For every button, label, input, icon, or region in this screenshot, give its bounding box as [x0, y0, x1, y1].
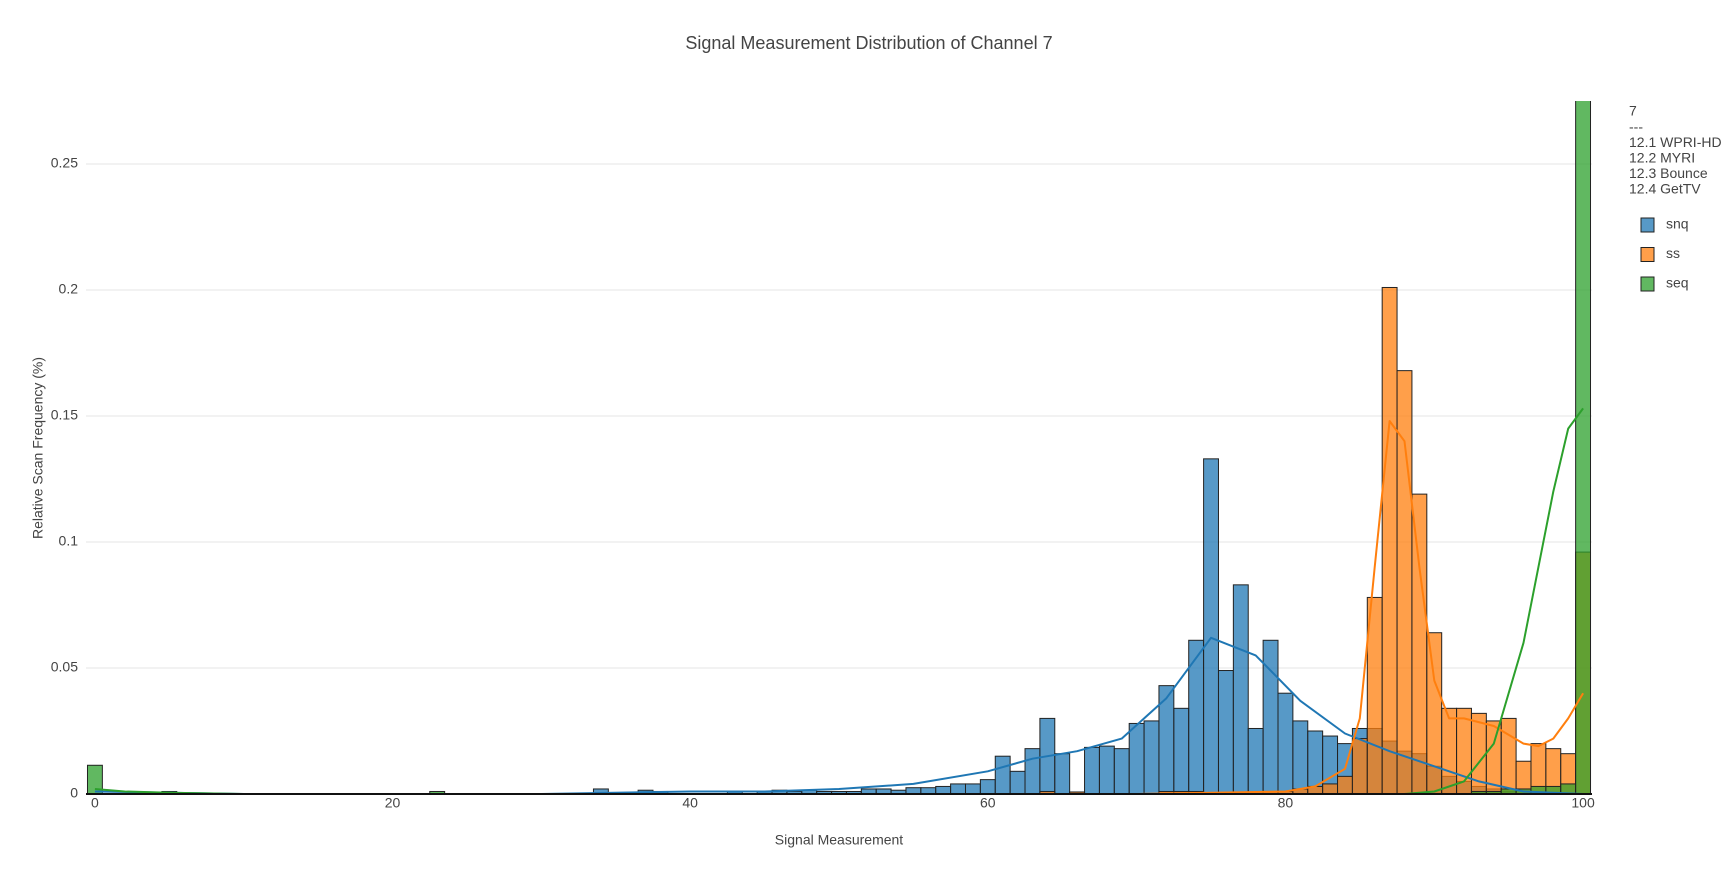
- bar: [950, 783, 966, 794]
- bar: [1024, 748, 1041, 794]
- bar: [1232, 584, 1249, 794]
- bar: [1054, 753, 1071, 794]
- x-tick-label: 100: [1571, 795, 1595, 811]
- legend-title-line: 7: [1629, 103, 1637, 119]
- legend-swatch: [1640, 247, 1655, 262]
- bar: [1128, 722, 1145, 794]
- legend-title-line: 12.4 GetTV: [1629, 181, 1701, 197]
- bar: [1143, 720, 1160, 794]
- bar: [1337, 775, 1353, 794]
- y-tick-label: 0.1: [59, 533, 79, 549]
- bar: [1277, 692, 1294, 794]
- bar: [935, 785, 952, 794]
- legend-title-line: ---: [1629, 118, 1643, 134]
- bar: [1441, 707, 1458, 794]
- x-tick-label: 40: [682, 795, 698, 811]
- bar: [1411, 493, 1428, 794]
- bar: [1307, 730, 1324, 794]
- bar: [1203, 458, 1219, 794]
- y-tick-label: 0.2: [59, 281, 79, 297]
- bar: [1351, 738, 1368, 794]
- kde-line: [94, 636, 1584, 794]
- kde-line: [987, 420, 1584, 794]
- axes: 0 0.05 0.1 0.15 0.2 0.25 0 20 40 60 80 100: [51, 155, 1595, 811]
- bar: [1381, 286, 1398, 794]
- bar: [1217, 670, 1234, 794]
- legend-swatch: [1640, 217, 1655, 233]
- grid: [86, 163, 1592, 795]
- y-tick-label: 0: [70, 785, 78, 801]
- bar: [1426, 632, 1443, 794]
- bar: [1575, 101, 1592, 794]
- y-tick-label: 0.15: [51, 407, 78, 423]
- bar: [979, 779, 996, 794]
- legend-swatch: [1640, 276, 1655, 292]
- bar: [1113, 748, 1130, 794]
- legend-label: seq: [1666, 275, 1689, 291]
- legend-title-line: 12.3 Bounce: [1629, 165, 1708, 181]
- y-axis-title: Relative Scan Frequency (%): [30, 357, 46, 539]
- legend-title-line: 12.1 WPRI-HD: [1629, 134, 1722, 150]
- bar: [1322, 783, 1339, 794]
- legend-label: ss: [1666, 245, 1680, 261]
- y-tick-label: 0.05: [51, 659, 78, 675]
- chart-title: Signal Measurement Distribution of Chann…: [685, 33, 1052, 53]
- bar: [592, 788, 609, 794]
- bar: [1262, 639, 1279, 794]
- x-tick-label: 60: [980, 795, 996, 811]
- bar: [1173, 707, 1190, 794]
- x-tick-label: 0: [91, 795, 99, 811]
- bar: [994, 755, 1011, 794]
- legend-label: snq: [1666, 216, 1689, 232]
- bar: [964, 783, 981, 794]
- bar: [1009, 770, 1026, 794]
- legend-title-line: 12.2 MYRI: [1629, 150, 1695, 166]
- bar: [1084, 746, 1100, 794]
- x-tick-label: 80: [1278, 795, 1294, 811]
- bar: [1069, 791, 1086, 794]
- x-axis-title: Signal Measurement: [775, 832, 904, 848]
- x-tick-label: 20: [385, 795, 401, 811]
- y-tick-label: 0.25: [51, 155, 78, 171]
- bar: [1098, 745, 1115, 794]
- bar: [1247, 727, 1264, 794]
- bar: [1500, 717, 1517, 794]
- bar: [1292, 720, 1309, 794]
- plot-area: [86, 101, 1592, 794]
